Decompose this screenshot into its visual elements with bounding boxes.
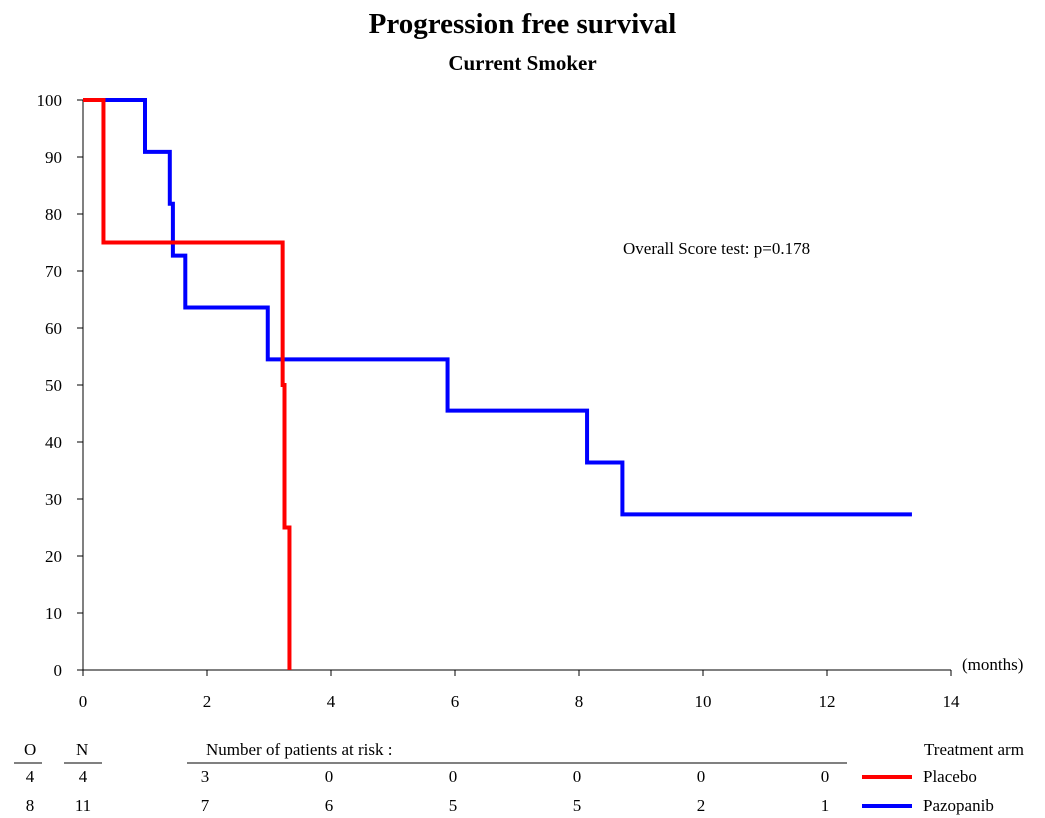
y-tick-label: 0 bbox=[54, 661, 63, 680]
y-tick-label: 90 bbox=[45, 148, 62, 167]
x-tick-label: 6 bbox=[451, 692, 460, 711]
risk-count-pazopanib-2: 5 bbox=[448, 796, 458, 815]
y-tick-label: 80 bbox=[45, 205, 62, 224]
y-tick-label: 70 bbox=[45, 262, 62, 281]
x-tick-label: 4 bbox=[327, 692, 336, 711]
risk-count-placebo-0: 3 bbox=[200, 767, 210, 786]
survival-curve-placebo bbox=[83, 98, 292, 670]
x-tick-label: 0 bbox=[79, 692, 88, 711]
risk-count-pazopanib-3: 5 bbox=[572, 796, 582, 815]
y-tick-label: 100 bbox=[37, 91, 63, 110]
chart-title: Progression free survival bbox=[368, 8, 677, 40]
risk-row-placebo-o: 4 bbox=[25, 767, 35, 786]
risk-table-caption: Number of patients at risk : bbox=[206, 740, 393, 759]
survival-curve-pazopanib bbox=[83, 98, 912, 517]
y-tick-label: 20 bbox=[45, 547, 62, 566]
x-tick-label: 8 bbox=[575, 692, 584, 711]
risk-count-placebo-1: 0 bbox=[324, 767, 334, 786]
risk-table-col-o-header: O bbox=[24, 740, 37, 759]
legend-label-pazopanib: Pazopanib bbox=[923, 796, 994, 815]
x-axis-unit-label: (months) bbox=[962, 655, 1024, 674]
legend-label-placebo: Placebo bbox=[923, 767, 977, 786]
x-tick-label: 14 bbox=[943, 692, 961, 711]
risk-count-placebo-4: 0 bbox=[696, 767, 706, 786]
risk-count-pazopanib-1: 6 bbox=[324, 796, 334, 815]
x-tick-label: 12 bbox=[819, 692, 836, 711]
y-tick-label: 10 bbox=[45, 604, 62, 623]
y-tick-label: 60 bbox=[45, 319, 62, 338]
x-tick-label: 10 bbox=[695, 692, 712, 711]
x-tick-label: 2 bbox=[203, 692, 212, 711]
risk-count-placebo-2: 0 bbox=[448, 767, 458, 786]
risk-row-pazopanib-n: 11 bbox=[74, 796, 92, 815]
risk-count-pazopanib-4: 2 bbox=[696, 796, 706, 815]
chart-subtitle: Current Smoker bbox=[448, 51, 597, 75]
y-tick-label: 50 bbox=[45, 376, 62, 395]
risk-row-pazopanib-o: 8 bbox=[25, 796, 35, 815]
legend-title: Treatment arm bbox=[924, 740, 1024, 759]
risk-count-pazopanib-5: 1 bbox=[820, 796, 830, 815]
risk-table-col-n-header: N bbox=[76, 740, 89, 759]
y-tick-label: 40 bbox=[45, 433, 62, 452]
y-tick-label: 30 bbox=[45, 490, 62, 509]
score-test-annotation: Overall Score test: p=0.178 bbox=[623, 239, 811, 258]
risk-row-placebo-n: 4 bbox=[78, 767, 88, 786]
risk-count-placebo-5: 0 bbox=[820, 767, 830, 786]
risk-count-placebo-3: 0 bbox=[572, 767, 582, 786]
risk-count-pazopanib-0: 7 bbox=[200, 796, 210, 815]
